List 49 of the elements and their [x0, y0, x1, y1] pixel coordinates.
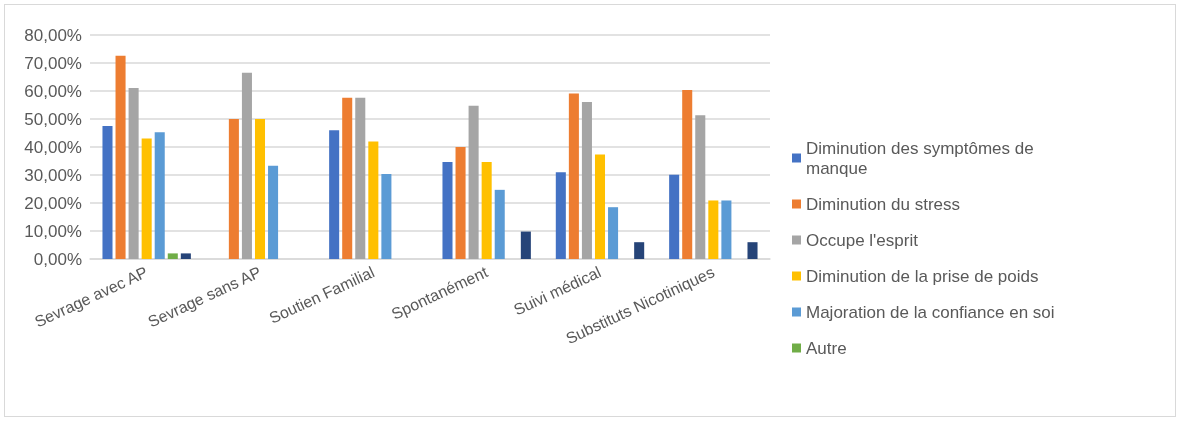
bar [241, 72, 252, 259]
legend-label: Occupe l'esprit [806, 230, 919, 250]
bar [634, 242, 645, 259]
bar [355, 97, 366, 259]
bar [455, 147, 466, 259]
y-tick-label: 80,00% [24, 25, 82, 45]
y-tick-label: 10,00% [24, 221, 82, 241]
bar [268, 165, 279, 259]
bar [594, 154, 606, 259]
bar [154, 132, 165, 259]
bar [115, 55, 126, 259]
legend-label: Diminution des symptômes de manque [806, 138, 1039, 178]
bar [721, 200, 732, 259]
bar [141, 138, 152, 259]
bar [608, 207, 619, 259]
bar [481, 162, 492, 259]
legend-label: Autre [806, 338, 847, 358]
bar [494, 189, 505, 259]
bar [368, 141, 379, 259]
y-tick-label: 20,00% [24, 193, 82, 213]
legend-label: Diminution de la prise de poids [806, 266, 1039, 286]
legend-label: Diminution du stress [806, 194, 961, 214]
bar [682, 89, 693, 259]
bar [568, 93, 579, 259]
bar [747, 242, 758, 259]
legend-label: Majoration de la confiance en soi [806, 302, 1055, 322]
y-tick-label: 60,00% [24, 81, 82, 101]
bar [254, 119, 266, 259]
bar [342, 97, 353, 259]
bar [381, 173, 392, 259]
bar [520, 231, 531, 259]
y-tick-label: 50,00% [24, 109, 82, 129]
bar [167, 253, 178, 259]
bar [581, 101, 592, 259]
bar [228, 119, 239, 259]
bar [468, 105, 479, 259]
y-tick-label: 0,00% [33, 249, 82, 269]
bar [102, 126, 113, 259]
bar [329, 130, 340, 259]
bar [708, 200, 719, 259]
y-tick-label: 40,00% [24, 137, 82, 157]
bar [128, 87, 139, 259]
bar [555, 172, 566, 259]
bar [442, 162, 453, 259]
y-tick-label: 70,00% [24, 53, 82, 73]
bar [669, 174, 680, 259]
bar [695, 115, 706, 259]
bar [180, 253, 191, 259]
y-tick-label: 30,00% [24, 165, 82, 185]
